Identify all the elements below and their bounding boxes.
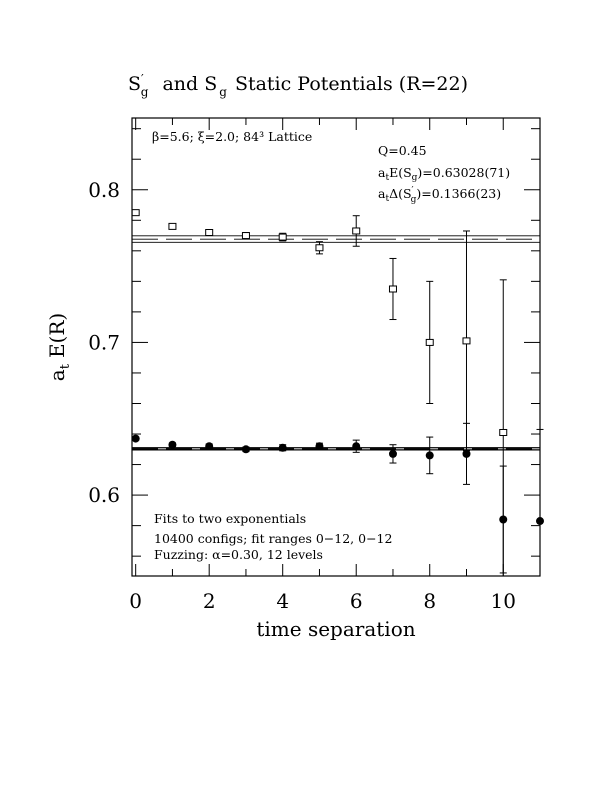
data-point-circle bbox=[499, 515, 508, 524]
energy-annotation: atE(Sg)=0.63028(71) bbox=[378, 165, 510, 183]
x-tick-label: 0 bbox=[129, 589, 142, 613]
data-series bbox=[131, 209, 544, 576]
title-mid: and S bbox=[162, 73, 217, 95]
data-point-circle bbox=[278, 443, 287, 452]
x-tick-label: 2 bbox=[203, 589, 216, 613]
data-point-square bbox=[425, 338, 434, 346]
data-point-square bbox=[388, 285, 397, 293]
x-tick-label: 4 bbox=[276, 589, 289, 613]
fit-note-line1: Fits to two exponentials bbox=[154, 511, 306, 526]
x-axis-label: time separation bbox=[256, 617, 415, 641]
data-point-square bbox=[499, 428, 508, 436]
data-point-square bbox=[352, 227, 361, 235]
data-point-square bbox=[315, 244, 324, 252]
energy-val: )=0.63028(71) bbox=[417, 165, 510, 180]
x-tick-label: 6 bbox=[350, 589, 363, 613]
y-label-rest: E(R) bbox=[45, 313, 69, 358]
fit-note-line3: Fuzzing: α=0.30, 12 levels bbox=[154, 547, 323, 562]
delta-prefix: a bbox=[378, 186, 386, 201]
y-tick-labels: 0.6 0.7 0.8 bbox=[88, 178, 120, 507]
axis-ticks bbox=[132, 118, 541, 576]
data-point-circle bbox=[462, 449, 471, 458]
energy-prefix: a bbox=[378, 165, 386, 180]
data-point-circle bbox=[315, 442, 324, 451]
plot-frame bbox=[131, 117, 541, 577]
y-tick-label: 0.7 bbox=[88, 330, 120, 354]
title-s1-sup: ′ bbox=[141, 72, 144, 86]
data-point-circle bbox=[425, 451, 434, 460]
data-point-circle bbox=[388, 449, 397, 458]
lattice-annotation: β=5.6; ξ=2.0; 84³ Lattice bbox=[152, 129, 312, 144]
data-point-square bbox=[131, 209, 140, 217]
data-point-square bbox=[168, 222, 177, 230]
data-point-circle bbox=[168, 440, 177, 449]
title-s1: S bbox=[128, 73, 141, 95]
energy-sub1: t bbox=[385, 173, 389, 183]
energy-mid: E(S bbox=[389, 165, 412, 180]
data-point-circle bbox=[205, 442, 214, 451]
y-tick-label: 0.6 bbox=[88, 483, 120, 507]
energy-sub2: g bbox=[412, 173, 418, 183]
x-tick-label: 10 bbox=[491, 589, 516, 613]
data-point-circle bbox=[352, 442, 361, 451]
x-tick-label: 8 bbox=[423, 589, 436, 613]
title-rest: Static Potentials (R=22) bbox=[235, 73, 468, 95]
delta-val: )=0.1366(23) bbox=[416, 186, 501, 201]
y-axis-label: at E(R) bbox=[45, 313, 73, 381]
data-point-circle bbox=[536, 517, 544, 526]
data-point-square bbox=[462, 337, 471, 345]
delta-mid: Δ(S bbox=[389, 186, 411, 201]
x-tick-labels: 0 2 4 6 8 10 bbox=[129, 589, 516, 613]
delta-sup: ′ bbox=[412, 186, 414, 196]
fit-note-line2: 10400 configs; fit ranges 0−12, 0−12 bbox=[154, 531, 392, 546]
delta-sub1: t bbox=[385, 194, 389, 204]
y-tick-label: 0.8 bbox=[88, 178, 120, 202]
delta-sub2: g bbox=[411, 195, 417, 205]
title-s1-sub: g bbox=[141, 85, 149, 99]
y-label-a: a bbox=[45, 369, 69, 381]
data-point-square bbox=[241, 232, 250, 240]
fit-lines bbox=[132, 235, 540, 451]
title-s2-sub: g bbox=[219, 85, 227, 99]
data-point-square bbox=[205, 229, 214, 236]
y-label-t: t bbox=[58, 363, 73, 369]
data-point-circle bbox=[131, 434, 140, 443]
delta-annotation: atΔ(S′ g)=0.1366(23) bbox=[378, 186, 501, 205]
data-point-circle bbox=[241, 445, 250, 454]
q-annotation: Q=0.45 bbox=[378, 143, 427, 158]
data-point-square bbox=[278, 233, 287, 241]
